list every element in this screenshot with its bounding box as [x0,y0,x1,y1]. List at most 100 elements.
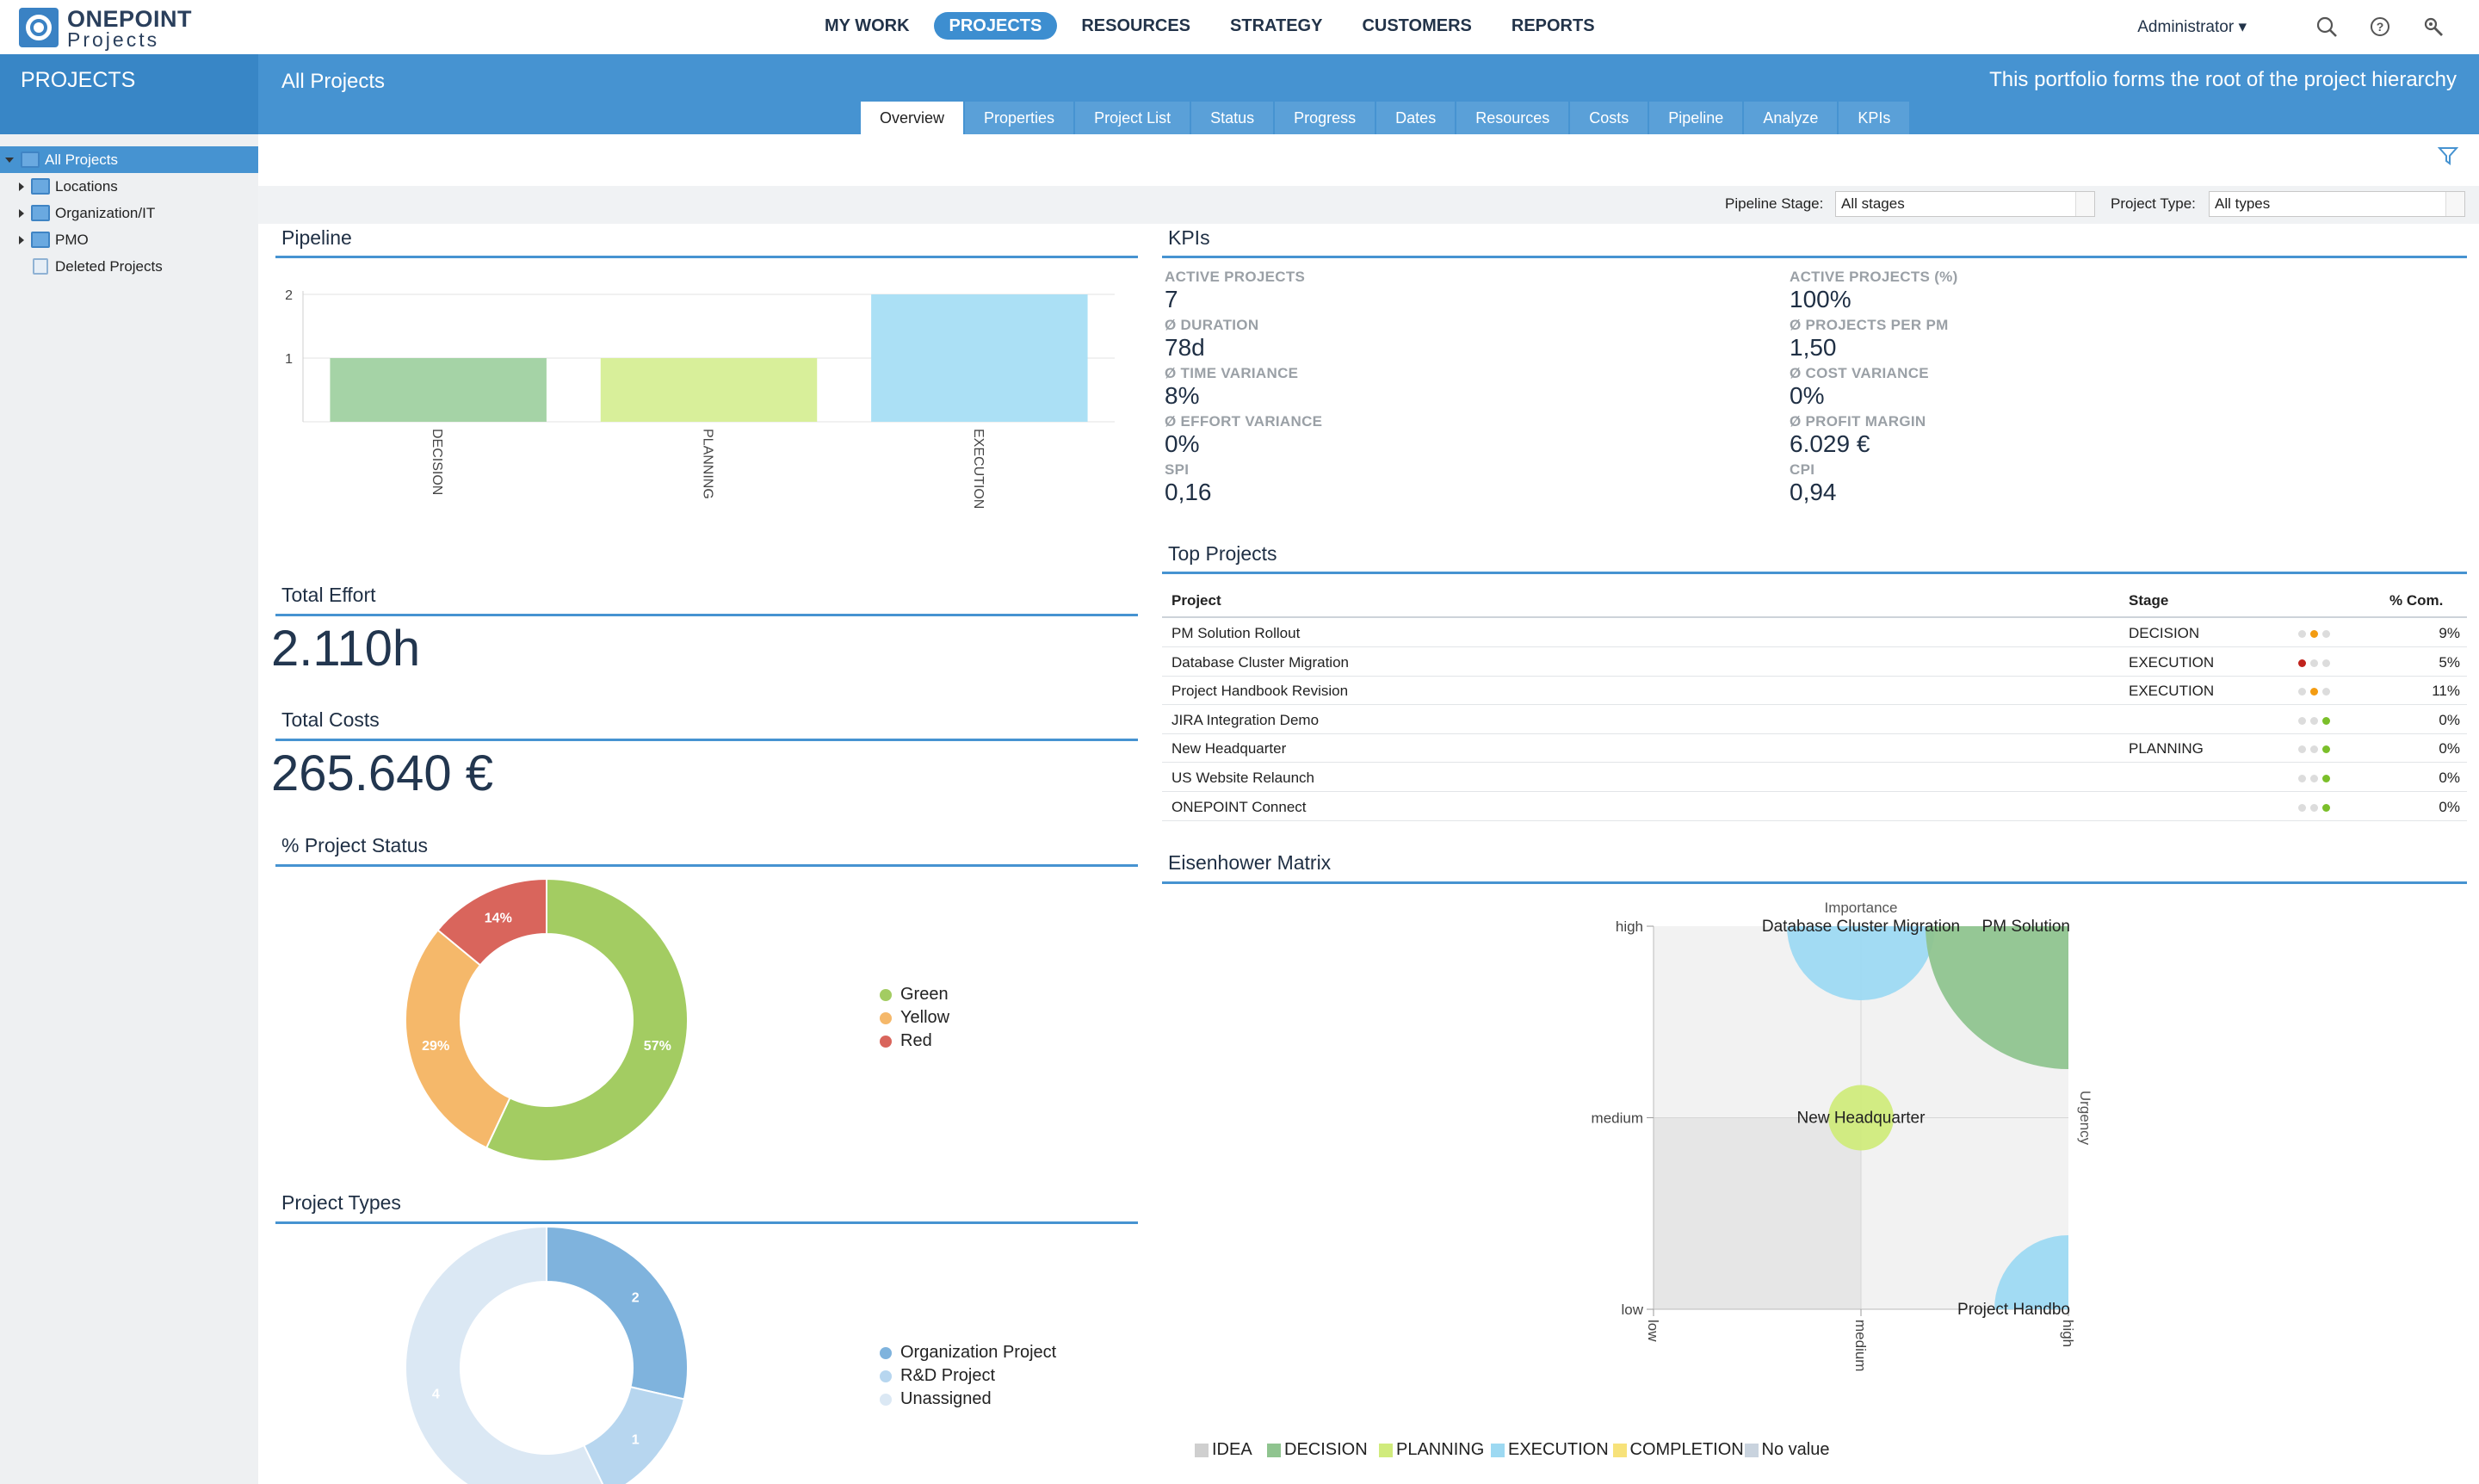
kpi-value: 0,16 [1165,479,1212,505]
col-header-project[interactable]: Project [1171,592,1221,609]
slice-label: 2 [632,1291,640,1306]
project-name[interactable]: Project Handbook Revision [1171,683,1349,700]
pipeline-stage-label: Pipeline Stage: [1725,195,1824,212]
table-row[interactable]: JIRA Integration Demo 0% [1162,705,2467,734]
tab-kpis[interactable]: KPIs [1839,102,1910,134]
table-row[interactable]: Project Handbook Revision EXECUTION 11% [1162,676,2467,706]
kpi-label: ACTIVE PROJECTS (%) [1790,269,1958,285]
legend-label: Red [900,1031,932,1050]
user-menu[interactable]: Administrator ▾ [2137,17,2247,36]
tab-costs[interactable]: Costs [1570,102,1648,134]
total-effort-title: Total Effort [281,584,376,606]
tree-item-locations[interactable]: Locations [0,173,258,200]
table-row[interactable]: New Headquarter PLANNING 0% [1162,733,2467,764]
table-row[interactable]: ONEPOINT Connect 0% [1162,792,2467,821]
tree-item-organization-it[interactable]: Organization/IT [0,200,258,226]
tab-analyze[interactable]: Analyze [1744,102,1838,134]
status-dot [2298,716,2306,725]
legend-label: EXECUTION [1508,1440,1609,1459]
main-nav: MY WORK PROJECTS RESOURCES STRATEGY CUST… [809,12,1619,43]
kpi-label: Ø TIME VARIANCE [1165,365,1299,381]
pipeline-bar [871,294,1088,422]
kpi-value: 1,50 [1790,334,1837,361]
legend-label: IDEA [1212,1440,1252,1459]
project-status-title: % Project Status [281,834,429,856]
filter-icon[interactable] [2438,146,2458,165]
svg-text:?: ? [2377,20,2384,34]
section-title: PROJECTS [21,68,136,92]
nav-resources[interactable]: RESOURCES [1081,16,1191,35]
nav-customers[interactable]: CUSTOMERS [1362,16,1472,35]
panel-divider [275,614,1138,616]
project-name[interactable]: US Website Relaunch [1171,770,1314,786]
tree-item-all-projects[interactable]: All Projects [0,146,258,173]
tree-item-label: Deleted Projects [55,258,163,275]
traffic-light-icon [2298,803,2333,813]
y-tick-label: high [1616,918,1643,935]
slice-label: 14% [485,912,512,926]
donut-slice [546,1227,689,1401]
tab-pipeline[interactable]: Pipeline [1649,102,1743,134]
project-name[interactable]: JIRA Integration Demo [1171,711,1320,728]
status-dot [2322,775,2330,782]
col-header-completion[interactable]: % Com. [2389,592,2444,609]
tree-item-deleted-projects[interactable]: Deleted Projects [0,253,258,280]
tab-overview[interactable]: Overview [861,102,964,134]
table-row[interactable]: US Website Relaunch 0% [1162,763,2467,792]
tab-project-list[interactable]: Project List [1075,102,1190,134]
kpi-label: Ø COST VARIANCE [1790,365,1929,381]
status-dot [2322,803,2330,812]
project-name[interactable]: Database Cluster Migration [1171,653,1349,671]
tab-status[interactable]: Status [1191,102,1274,134]
kpi-value: 78d [1165,334,1205,361]
project-type-value: All types [2215,195,2271,212]
project-name[interactable]: PM Solution Rollout [1171,625,1301,641]
help-icon[interactable]: ? [2369,15,2391,38]
status-dot [2322,716,2330,725]
search-settings-icon[interactable] [2422,15,2445,38]
table-row[interactable]: Database Cluster Migration EXECUTION 5% [1162,647,2467,677]
project-status-donut: 57% 29% 14% [405,877,689,1162]
project-type-select[interactable]: All types [2209,191,2465,217]
tab-progress[interactable]: Progress [1275,102,1376,134]
legend-label: Organization Project [900,1343,1057,1362]
project-name[interactable]: New Headquarter [1171,740,1287,757]
status-dot [2322,745,2330,754]
kpi-value: 8% [1165,382,1200,409]
bubble-label: New Headquarter [1797,1110,1926,1128]
legend-label: Green [900,985,949,1004]
nav-reports[interactable]: REPORTS [1511,16,1595,35]
nav-my-work[interactable]: MY WORK [825,16,910,35]
legend-swatch [1267,1444,1281,1457]
nav-strategy[interactable]: STRATEGY [1230,16,1323,35]
top-bar: ONEPOINT Projects MY WORK PROJECTS RESOU… [0,0,2479,54]
table-row[interactable]: PM Solution Rollout DECISION 9% [1162,618,2467,647]
expand-arrow-icon[interactable] [5,158,14,163]
tab-properties[interactable]: Properties [965,102,1074,134]
pipeline-stage-select[interactable]: All stages [1835,191,2095,217]
project-name[interactable]: ONEPOINT Connect [1171,798,1307,815]
project-completion: 5% [2439,653,2460,671]
slice-label: 4 [432,1387,440,1401]
chevron-down-icon[interactable] [2075,192,2094,216]
legend-label: COMPLETION [1629,1440,1744,1459]
y-axis-title: Importance [1824,900,1897,916]
col-header-stage[interactable]: Stage [2129,592,2169,609]
tree-item-pmo[interactable]: PMO [0,226,258,253]
legend-label: No value [1761,1440,1830,1459]
portfolio-icon [21,151,40,168]
kpi-label: Ø EFFORT VARIANCE [1165,413,1323,430]
panel-divider [275,864,1138,867]
traffic-light-icon [2298,688,2333,696]
nav-projects[interactable]: PROJECTS [933,12,1058,40]
search-icon[interactable] [2315,15,2338,38]
traffic-light-icon [2298,775,2333,783]
onepoint-logo[interactable]: ONEPOINT Projects [19,4,208,51]
status-dot [2322,688,2330,696]
tab-resources[interactable]: Resources [1456,102,1569,134]
chevron-down-icon[interactable] [2445,192,2464,216]
expand-arrow-icon[interactable] [19,182,24,191]
expand-arrow-icon[interactable] [19,236,24,244]
tab-dates[interactable]: Dates [1376,102,1456,134]
expand-arrow-icon[interactable] [19,209,24,218]
